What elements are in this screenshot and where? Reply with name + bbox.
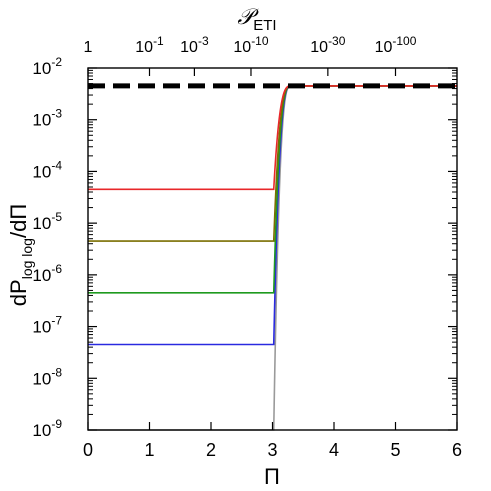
plot-frame	[87, 67, 458, 431]
x-tick-label: 6	[452, 440, 462, 460]
series-line	[88, 85, 457, 191]
top-axis-label: 𝒫ETI	[237, 5, 276, 34]
x-tick-label: 1	[144, 440, 154, 460]
y-axis-label-tail: /dΠ	[6, 204, 31, 238]
y-tick-label: 10-7	[32, 314, 62, 337]
x-tick-label: 0	[83, 440, 93, 460]
y-tick-label: 10-4	[32, 158, 62, 181]
top-tick-label: 10-30	[310, 34, 345, 56]
series-line	[88, 85, 457, 431]
top-tick-label: 10-100	[375, 34, 417, 56]
plot-lines	[88, 83, 457, 431]
y-tick-label: 10-3	[32, 107, 62, 130]
ticks	[87, 67, 458, 431]
y-tick-label: 10-2	[32, 55, 62, 78]
y-axis-label: dPlog log/dΠ	[6, 204, 35, 306]
y-axis-label-sub: log log	[19, 238, 35, 279]
x-axis-label: Π	[264, 464, 280, 489]
y-tick-label: 10-6	[32, 262, 62, 285]
y-tick-label: 10-9	[32, 417, 62, 440]
top-tick-label: 1	[84, 39, 93, 56]
y-tick-label: 10-8	[32, 365, 62, 388]
series-line	[88, 85, 457, 346]
top-tick-label: 10-10	[233, 34, 268, 56]
x-tick-label: 3	[267, 440, 277, 460]
series-line	[88, 85, 457, 242]
top-tick-label: 10-3	[180, 34, 209, 56]
x-tick-label: 4	[329, 440, 339, 460]
y-axis-label-main: dP	[6, 279, 31, 306]
top-axis-label-sub: ETI	[253, 17, 276, 34]
tick-labels: 0 1 2 3 4 5 6 1 10-1 10-3 10-10 10-30 10-100 10-9 10-8…	[32, 34, 462, 460]
x-tick-label: 5	[390, 440, 400, 460]
y-tick-label: 10-5	[32, 210, 62, 233]
x-tick-label: 2	[206, 440, 216, 460]
top-tick-label: 10-1	[135, 34, 164, 56]
